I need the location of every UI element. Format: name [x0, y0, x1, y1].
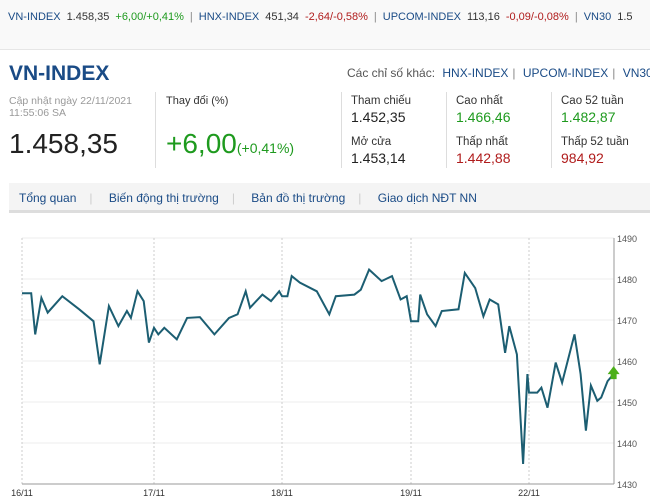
ticker-index-change: -2,64/-0,58%	[304, 11, 368, 23]
stat-value: 1.453,14	[351, 150, 406, 166]
y-tick-label: 1440	[617, 439, 637, 449]
x-tick-label: 18/11	[271, 488, 293, 497]
stat-value: 1.466,46	[456, 109, 511, 125]
stat-value: 1.452,35	[351, 109, 406, 125]
y-tick-label: 1490	[617, 234, 637, 244]
x-tick-label: 19/11	[400, 488, 422, 497]
stat-label: Cao nhất	[456, 95, 503, 107]
tab-overview[interactable]: Tổng quan	[19, 191, 77, 205]
stat-label: Mở cửa	[351, 136, 392, 148]
ticker-index-value: 113,16	[467, 11, 500, 23]
ticker-index-name[interactable]: VN30	[583, 11, 612, 23]
link-hnx-index[interactable]: HNX-INDEX	[442, 66, 509, 80]
ticker-index-name[interactable]: UPCOM-INDEX	[382, 11, 462, 23]
change-value: +6,00	[166, 128, 237, 159]
index-chart: 1430 1440 1450 1460 1470 1480 1490 16/11 17/11 18…	[11, 234, 637, 497]
stat-item: Thấp 52 tuần 984,92	[561, 136, 629, 166]
y-tick-label: 1430	[617, 480, 637, 490]
ticker-separator: |	[189, 11, 193, 23]
divider	[155, 92, 156, 168]
y-tick-label: 1450	[617, 398, 637, 408]
divider	[551, 92, 552, 168]
index-change: +6,00(+0,41%)	[166, 128, 294, 160]
stat-item: Mở cửa 1.453,14	[351, 136, 406, 166]
ticker-index-value: 451,34	[265, 11, 299, 23]
change-label: Thay đổi (%)	[166, 95, 229, 107]
ticker-index-change: +6,00/+0,41%	[115, 11, 184, 23]
x-tick-label: 17/11	[143, 488, 165, 497]
tab-foreign-trading[interactable]: Giao dịch NĐT NN	[377, 191, 477, 205]
ticker-bar: VN-INDEX 1.458,35 +6,00/+0,41% | HNX-INDEX 45…	[0, 0, 650, 50]
updated-time: Cập nhật ngày 22/11/2021 11:55:06 SA	[9, 95, 132, 119]
page-title: VN-INDEX	[9, 62, 110, 85]
divider	[341, 92, 342, 168]
y-tick-label: 1480	[617, 275, 637, 285]
stat-item: Cao 52 tuần 1.482,87	[561, 95, 624, 125]
stat-value: 984,92	[561, 150, 604, 166]
other-indices-label: Các chỉ số khác:	[347, 66, 436, 80]
y-tick-label: 1470	[617, 316, 637, 326]
up-arrow-icon	[607, 366, 620, 380]
stat-label: Tham chiếu	[351, 95, 412, 107]
stat-value: 1.442,88	[456, 150, 511, 166]
ticker-index-value: 1.458,35	[66, 11, 110, 23]
stat-value: 1.482,87	[561, 109, 616, 125]
tab-bar: Tổng quan | Biến động thị trường | Bản đồ …	[9, 183, 650, 213]
tab-market-map[interactable]: Bản đồ thị trường	[251, 191, 346, 205]
ticker-index-name[interactable]: VN-INDEX	[8, 11, 61, 23]
ticker-index-change: -0,09/-0,08%	[505, 11, 569, 23]
ticker-index-name[interactable]: HNX-INDEX	[198, 11, 260, 23]
tab-market-movement[interactable]: Biến động thị trường	[108, 191, 219, 205]
x-tick-label: 22/11	[518, 488, 540, 497]
ticker-index-value: 1.5	[617, 11, 633, 23]
stat-item: Tham chiếu 1.452,35	[351, 95, 411, 125]
link-upcom-index[interactable]: UPCOM-INDEX	[522, 66, 609, 80]
series-line	[22, 267, 615, 464]
stat-label: Cao 52 tuần	[561, 95, 624, 107]
stat-label: Thấp 52 tuần	[561, 136, 629, 148]
ticker-separator: |	[373, 11, 377, 23]
y-tick-label: 1460	[617, 357, 637, 367]
other-indices: Các chỉ số khác: HNX-INDEX | UPCOM-INDEX |…	[347, 66, 650, 80]
ticker-separator: |	[574, 11, 578, 23]
divider	[446, 92, 447, 168]
change-percent: (+0,41%)	[236, 140, 295, 156]
stat-item: Cao nhất 1.466,46	[456, 95, 511, 125]
x-tick-label: 16/11	[11, 488, 33, 497]
index-value: 1.458,35	[9, 128, 118, 159]
link-vn30[interactable]: VN30	[622, 66, 650, 80]
stat-item: Thấp nhất 1.442,88	[456, 136, 511, 166]
stat-label: Thấp nhất	[456, 136, 508, 148]
